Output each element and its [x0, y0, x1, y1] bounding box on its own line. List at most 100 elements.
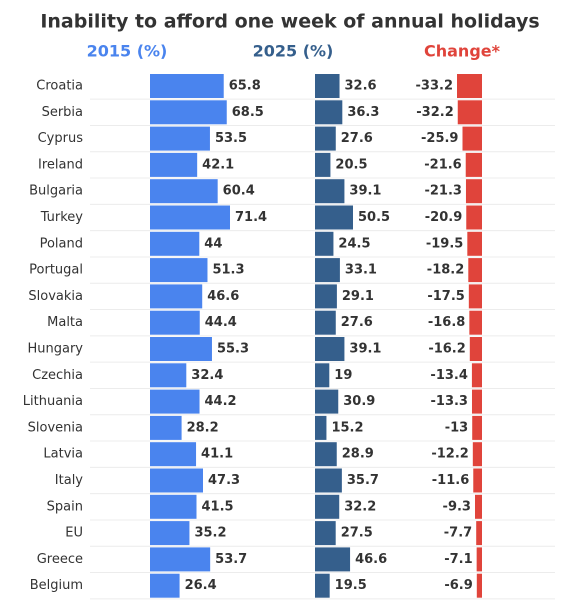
- chart-title: Inability to afford one week of annual h…: [40, 11, 539, 33]
- bar: [476, 521, 482, 546]
- bar: [315, 363, 330, 388]
- bar: [315, 126, 336, 151]
- legend-label: 2015 (%): [87, 42, 168, 61]
- value-label: 27.6: [341, 315, 373, 330]
- value-label: -16.8: [428, 315, 465, 330]
- category-label: Czechia: [32, 368, 83, 383]
- bar: [150, 74, 224, 98]
- bar: [315, 494, 340, 519]
- bar: [315, 310, 336, 335]
- bar: [150, 179, 218, 204]
- category-label: Croatia: [36, 79, 83, 94]
- bar: [150, 521, 190, 546]
- bar: [315, 468, 342, 493]
- bar: [150, 152, 198, 177]
- bar: [315, 231, 334, 256]
- category-label: Turkey: [40, 210, 84, 225]
- value-label: -7.1: [444, 552, 472, 567]
- bar: [315, 284, 337, 309]
- value-label: 53.7: [215, 552, 247, 567]
- value-label: -25.9: [421, 131, 458, 146]
- bar: [315, 521, 336, 546]
- value-label: 27.6: [341, 131, 373, 146]
- value-label: 15.2: [331, 420, 363, 435]
- bar: [471, 363, 482, 388]
- bar: [465, 152, 482, 177]
- value-label: 50.5: [358, 210, 390, 225]
- bar: [465, 179, 482, 204]
- value-label: -20.9: [425, 210, 462, 225]
- value-label: 53.5: [215, 131, 247, 146]
- value-label: 42.1: [202, 157, 234, 172]
- bar: [315, 152, 331, 177]
- bar: [150, 100, 227, 125]
- bar: [150, 258, 208, 283]
- bar: [150, 442, 197, 467]
- bar: [472, 442, 482, 467]
- value-label: 35.7: [347, 473, 379, 488]
- bar: [474, 494, 482, 519]
- category-label: Cyprus: [38, 131, 84, 146]
- bar: [457, 74, 482, 98]
- value-label: -13.4: [430, 368, 467, 383]
- bar: [315, 442, 337, 467]
- bar: [150, 231, 200, 256]
- bar: [150, 415, 182, 440]
- value-label: 30.9: [343, 394, 375, 409]
- value-label: 32.4: [191, 368, 223, 383]
- bar: [150, 337, 212, 361]
- value-label: 27.5: [341, 526, 373, 541]
- value-label: 65.8: [229, 79, 261, 94]
- category-label: Latvia: [43, 447, 83, 462]
- value-label: -33.2: [416, 79, 453, 94]
- value-label: -6.9: [444, 578, 472, 593]
- value-label: 19: [334, 368, 352, 383]
- category-label: Portugal: [29, 263, 83, 278]
- value-label: 71.4: [235, 210, 267, 225]
- value-label: 28.2: [187, 420, 219, 435]
- value-label: -17.5: [427, 289, 464, 304]
- category-label: Poland: [40, 236, 83, 251]
- value-label: -7.7: [444, 526, 472, 541]
- bar: [150, 547, 211, 572]
- bar: [150, 494, 197, 519]
- bar: [462, 126, 482, 151]
- bar: [469, 337, 482, 361]
- value-label: -21.3: [424, 184, 461, 199]
- bar: [315, 100, 343, 125]
- category-label: Greece: [37, 552, 83, 567]
- value-label: 41.5: [201, 499, 233, 514]
- bar: [315, 389, 339, 414]
- bar: [315, 74, 340, 98]
- bar: [150, 573, 180, 598]
- value-label: 51.3: [212, 263, 244, 278]
- value-label: -32.2: [416, 105, 453, 120]
- category-label: Slovakia: [28, 289, 83, 304]
- value-label: 46.6: [355, 552, 387, 567]
- bar: [468, 258, 482, 283]
- bar: [315, 258, 340, 283]
- bar: [467, 231, 482, 256]
- category-label: Malta: [47, 315, 83, 330]
- bar: [150, 468, 203, 493]
- value-label: 36.3: [347, 105, 379, 120]
- bar: [469, 310, 482, 335]
- value-label: 29.1: [342, 289, 374, 304]
- bar: [315, 547, 351, 572]
- value-label: 39.1: [349, 184, 381, 199]
- category-label: Serbia: [42, 105, 83, 120]
- value-label: 60.4: [223, 184, 255, 199]
- value-label: 41.1: [201, 447, 233, 462]
- value-label: -21.6: [424, 157, 461, 172]
- value-label: 35.2: [194, 526, 226, 541]
- value-label: -11.6: [432, 473, 469, 488]
- value-label: 68.5: [232, 105, 264, 120]
- bar: [476, 547, 482, 572]
- value-label: 20.5: [335, 157, 367, 172]
- category-label: Hungary: [27, 342, 83, 357]
- bar: [468, 284, 482, 309]
- bar: [150, 284, 203, 309]
- legend-label: 2025 (%): [253, 42, 334, 61]
- bar: [315, 179, 345, 204]
